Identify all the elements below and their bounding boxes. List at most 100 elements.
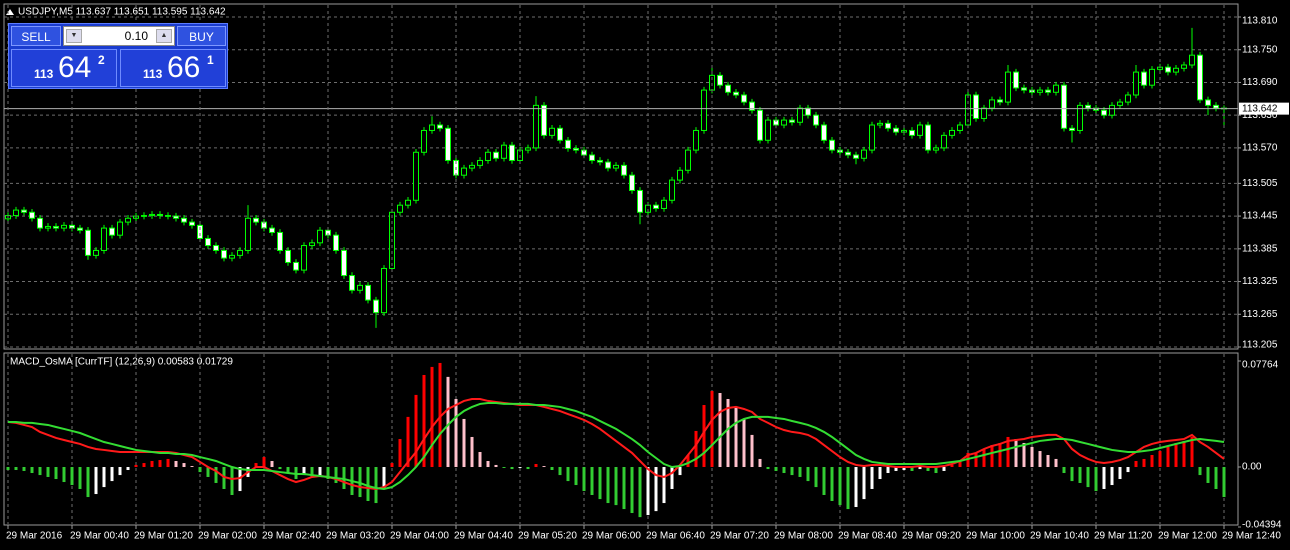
histogram-bar xyxy=(478,451,482,468)
x-tick-label: 29 Mar 01:20 xyxy=(134,531,193,542)
candle-body xyxy=(1149,68,1155,86)
histogram-bar xyxy=(374,467,378,504)
x-tick-label: 29 Mar 00:40 xyxy=(70,531,129,542)
histogram-bar xyxy=(1214,467,1218,489)
lot-field[interactable]: ▼ 0.10 ▲ xyxy=(63,26,175,46)
histogram-bar xyxy=(406,416,410,468)
histogram-bar xyxy=(758,458,762,468)
candle-body xyxy=(781,119,787,126)
candle-body xyxy=(1181,64,1187,69)
candle-body xyxy=(629,174,635,191)
bid-big-figure: 113 xyxy=(34,67,54,81)
histogram-bar xyxy=(662,467,666,504)
candle-body xyxy=(917,124,923,136)
histogram-bar xyxy=(1006,436,1010,468)
candle-body xyxy=(757,109,763,141)
histogram-bar xyxy=(950,464,954,468)
histogram-bar xyxy=(454,399,458,468)
candle-body xyxy=(413,151,419,201)
candle-body xyxy=(125,217,131,223)
histogram-bar xyxy=(598,467,602,500)
candle-body xyxy=(29,211,35,219)
candle-body xyxy=(685,149,691,171)
histogram-bar xyxy=(518,467,522,468)
indicator-title: MACD_OsMA [CurrTF] (12,26,9) 0.00583 0.0… xyxy=(10,357,233,368)
histogram-bar xyxy=(46,467,50,477)
y-tick-label: 113.385 xyxy=(1242,243,1278,254)
histogram-bar xyxy=(342,467,346,489)
histogram-bar xyxy=(934,467,938,474)
candle-body xyxy=(981,107,987,119)
candle-body xyxy=(989,99,995,109)
candle-body xyxy=(693,129,699,151)
candle-body xyxy=(1213,104,1219,109)
bid-pips: 64 xyxy=(58,51,92,84)
y-tick-label: 113.690 xyxy=(1242,77,1278,88)
candle-body xyxy=(813,114,819,126)
histogram-bar xyxy=(126,467,130,471)
lot-up[interactable]: ▲ xyxy=(156,29,172,43)
candle-body xyxy=(909,129,915,136)
ask-quote[interactable]: 113 66 1 xyxy=(120,49,226,87)
y-tick-label: 113.810 xyxy=(1242,16,1278,27)
candle-body xyxy=(821,124,827,141)
histogram-bar xyxy=(910,467,914,471)
candle-body xyxy=(701,89,707,131)
candle-body xyxy=(461,167,467,176)
histogram-bar xyxy=(534,464,538,468)
candle-body xyxy=(501,144,507,159)
histogram-bar xyxy=(182,463,186,468)
candle-body xyxy=(589,154,595,161)
candle-body xyxy=(1117,101,1123,106)
histogram-bar xyxy=(1102,467,1106,489)
candle-body xyxy=(669,179,675,201)
candle-body xyxy=(1077,104,1083,131)
histogram-bar xyxy=(390,463,394,468)
histogram-bar xyxy=(1110,467,1114,486)
x-tick-label: 29 Mar 04:00 xyxy=(390,531,449,542)
candle-body xyxy=(1125,94,1131,103)
candle-body xyxy=(557,127,563,141)
candle-body xyxy=(829,139,835,151)
candle-body xyxy=(245,217,251,251)
candle-body xyxy=(1061,84,1067,129)
x-tick-label: 29 Mar 11:20 xyxy=(1094,531,1153,542)
histogram-bar xyxy=(686,454,690,468)
candle-body xyxy=(789,119,795,123)
x-tick-label: 29 Mar 08:40 xyxy=(838,531,897,542)
buy-button[interactable]: BUY xyxy=(177,26,226,46)
x-tick-label: 29 Mar 02:00 xyxy=(198,531,257,542)
x-tick-label: 29 Mar 10:40 xyxy=(1030,531,1089,542)
candle-body xyxy=(117,221,123,236)
candle-body xyxy=(1197,54,1203,101)
histogram-bar xyxy=(766,467,770,470)
candle-body xyxy=(1133,71,1139,96)
histogram-bar xyxy=(62,467,66,483)
y-tick-label: 0.07764 xyxy=(1242,360,1279,371)
y-tick-label: -0.04394 xyxy=(1242,520,1282,531)
sell-button[interactable]: SELL xyxy=(11,26,61,46)
y-tick-label: 113.445 xyxy=(1242,211,1278,222)
candle-body xyxy=(21,209,27,213)
candle-body xyxy=(301,245,307,271)
histogram-bar xyxy=(838,467,842,506)
candle-body xyxy=(61,224,67,229)
bid-quote[interactable]: 113 64 2 xyxy=(11,49,117,87)
lot-down[interactable]: ▼ xyxy=(66,29,82,43)
bid-fraction: 2 xyxy=(98,53,105,67)
candle-body xyxy=(565,139,571,149)
macd-line xyxy=(7,398,1225,491)
candle-body xyxy=(925,124,931,151)
histogram-bar xyxy=(1094,467,1098,492)
histogram-bar xyxy=(774,467,778,471)
histogram-bar xyxy=(1198,467,1202,476)
candle-body xyxy=(293,261,299,271)
candle-body xyxy=(1205,99,1211,106)
macd-line xyxy=(8,401,1225,491)
histogram-bar xyxy=(670,467,674,489)
candle-body xyxy=(341,249,347,277)
candle-body xyxy=(733,91,739,96)
candle-body xyxy=(37,217,43,229)
candle-body xyxy=(477,159,483,166)
histogram-bar xyxy=(814,467,818,488)
